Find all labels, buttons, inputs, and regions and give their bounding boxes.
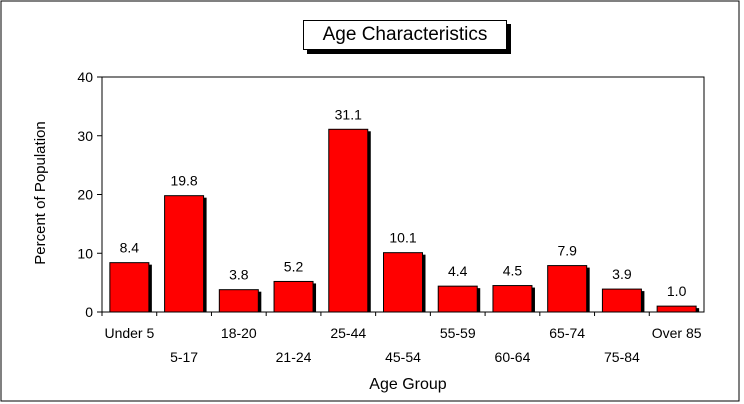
y-tick-label: 20 — [77, 187, 93, 203]
bar — [218, 289, 259, 313]
bar-value-label: 3.8 — [229, 267, 249, 283]
bar — [492, 285, 533, 313]
bar — [109, 262, 150, 313]
y-tick-label: 10 — [77, 245, 93, 261]
x-tick-label: 25-44 — [330, 325, 366, 341]
x-tick-label: 45-54 — [385, 349, 421, 365]
bar-value-label: 3.9 — [612, 266, 632, 282]
bar — [437, 285, 478, 313]
bar — [328, 128, 369, 313]
bar-value-label: 8.4 — [120, 240, 140, 256]
x-tick-label: 18-20 — [221, 325, 257, 341]
bar-value-label: 19.8 — [170, 173, 197, 189]
bar — [383, 252, 423, 313]
bar — [656, 305, 697, 313]
x-axis-label: Age Group — [369, 376, 446, 393]
bar-value-label: 4.4 — [448, 263, 468, 279]
chart-title-box: Age Characteristics — [303, 20, 511, 54]
bar — [273, 280, 314, 313]
chart-title: Age Characteristics — [303, 20, 507, 50]
bar — [164, 195, 205, 313]
y-tick-label: 0 — [85, 304, 93, 320]
x-tick-label: 55-59 — [440, 325, 476, 341]
bar — [547, 265, 588, 313]
bar-value-label: 7.9 — [557, 243, 577, 259]
bar-value-label: 4.5 — [503, 263, 523, 279]
bar-value-label: 10.1 — [389, 230, 416, 246]
bar — [601, 288, 642, 313]
bar-value-label: 5.2 — [284, 258, 304, 274]
x-tick-label: 75-84 — [604, 349, 640, 365]
x-tick-label: 65-74 — [549, 325, 585, 341]
bar-value-label: 31.1 — [335, 106, 362, 122]
y-axis-label: Percent of Population — [32, 121, 49, 264]
bar-value-label: 1.0 — [667, 283, 687, 299]
y-tick-label: 40 — [77, 69, 93, 85]
x-tick-label: 5-17 — [170, 349, 198, 365]
x-tick-label: 21-24 — [276, 349, 312, 365]
x-tick-label: Over 85 — [652, 325, 702, 341]
x-tick-label: 60-64 — [495, 349, 531, 365]
y-tick-label: 30 — [77, 128, 93, 144]
x-tick-label: Under 5 — [104, 325, 154, 341]
